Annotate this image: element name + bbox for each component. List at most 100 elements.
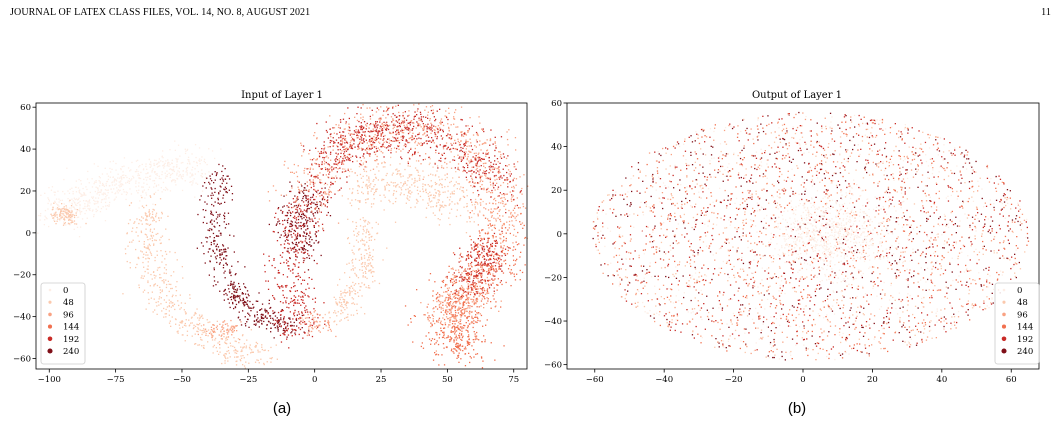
data-point xyxy=(400,130,402,132)
data-point xyxy=(361,134,363,136)
data-point xyxy=(446,196,449,199)
data-point xyxy=(221,253,223,256)
data-point xyxy=(71,202,73,204)
data-point xyxy=(138,286,140,289)
data-point xyxy=(206,237,209,239)
data-point xyxy=(441,213,443,215)
data-point xyxy=(360,113,362,115)
data-point xyxy=(231,330,233,332)
data-point xyxy=(383,121,385,123)
data-point xyxy=(265,280,267,282)
data-point xyxy=(278,319,281,321)
data-point xyxy=(147,172,149,174)
data-point xyxy=(461,159,463,161)
data-point xyxy=(511,215,514,217)
data-point xyxy=(147,281,149,284)
data-point xyxy=(222,180,225,182)
data-point xyxy=(434,343,436,345)
data-point xyxy=(444,285,446,287)
data-point xyxy=(420,126,422,128)
data-point xyxy=(169,302,171,304)
data-point xyxy=(449,148,452,150)
data-point xyxy=(222,324,224,326)
data-point xyxy=(330,136,332,138)
data-point xyxy=(341,150,343,152)
data-point xyxy=(57,190,59,192)
data-point xyxy=(157,267,159,269)
data-point xyxy=(482,162,485,165)
data-point xyxy=(491,253,493,255)
data-point xyxy=(81,211,83,213)
data-point xyxy=(116,190,118,192)
data-point xyxy=(339,143,342,145)
data-point xyxy=(488,156,490,159)
data-point xyxy=(482,286,484,289)
data-point xyxy=(203,347,205,349)
data-point xyxy=(280,234,282,236)
data-point xyxy=(67,190,69,192)
data-point xyxy=(297,278,299,281)
data-point xyxy=(432,206,434,208)
data-point xyxy=(272,323,274,325)
data-point xyxy=(163,267,166,269)
data-point xyxy=(93,214,95,216)
data-point xyxy=(319,204,322,206)
data-point xyxy=(302,214,305,216)
data-point xyxy=(397,119,400,121)
data-point xyxy=(475,201,477,203)
data-point xyxy=(377,131,379,134)
data-point xyxy=(302,301,304,304)
data-point xyxy=(218,192,220,194)
data-point xyxy=(270,358,273,360)
data-point xyxy=(274,311,276,313)
data-point xyxy=(408,122,410,124)
data-point xyxy=(145,176,147,179)
data-point xyxy=(406,128,408,131)
data-point xyxy=(516,273,518,275)
data-point xyxy=(347,168,349,170)
data-point xyxy=(234,291,236,293)
data-point xyxy=(174,140,176,142)
data-point xyxy=(297,205,300,207)
data-point xyxy=(303,245,305,248)
data-point xyxy=(199,316,201,318)
data-point xyxy=(428,185,431,187)
data-point xyxy=(277,311,280,314)
data-point xyxy=(464,353,467,355)
data-point xyxy=(291,228,293,230)
data-point xyxy=(289,270,292,272)
data-point xyxy=(329,115,331,117)
data-point xyxy=(148,224,151,226)
data-point xyxy=(289,181,291,183)
data-point xyxy=(169,174,172,176)
data-point xyxy=(324,323,326,325)
data-point xyxy=(506,179,508,181)
data-point xyxy=(190,317,193,319)
data-point xyxy=(284,247,286,249)
data-point xyxy=(342,162,344,164)
data-point xyxy=(474,338,476,341)
data-point xyxy=(93,199,95,201)
data-point xyxy=(187,159,189,161)
data-point xyxy=(500,175,502,177)
data-point xyxy=(447,311,449,313)
data-point xyxy=(238,282,240,285)
data-point xyxy=(418,103,420,105)
data-point xyxy=(423,314,425,316)
data-point xyxy=(290,225,292,228)
data-point xyxy=(217,199,219,201)
data-point xyxy=(221,362,223,365)
data-point xyxy=(157,232,159,235)
data-point xyxy=(145,219,147,221)
data-point xyxy=(490,342,492,344)
data-point xyxy=(376,150,378,152)
data-point xyxy=(213,327,215,330)
data-point xyxy=(407,324,409,326)
data-point xyxy=(360,147,363,149)
data-point xyxy=(480,176,482,178)
data-point xyxy=(467,164,469,166)
data-point xyxy=(205,187,207,189)
data-point xyxy=(379,130,381,133)
data-point xyxy=(402,115,404,118)
data-point xyxy=(321,199,324,201)
